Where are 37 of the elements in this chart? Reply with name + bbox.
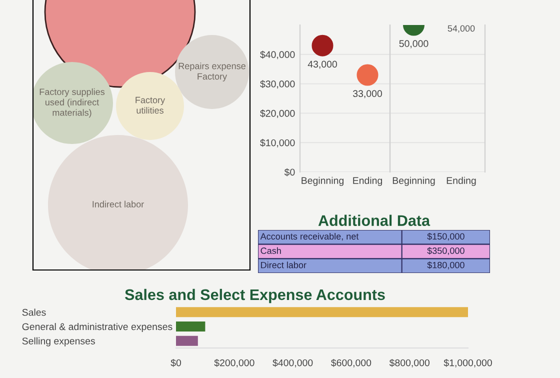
bar	[176, 321, 206, 332]
y-tick-label: Selling expenses	[22, 337, 95, 346]
y-tick-label: $40,000	[260, 50, 295, 60]
x-tick-label: $200,000	[214, 358, 254, 368]
x-tick-label: $600,000	[331, 358, 372, 368]
data-label: 33,000	[353, 90, 382, 98]
text: Accounts receivable, net	[260, 232, 359, 241]
bar	[176, 307, 468, 318]
chart-title: Sales and Select Expense Accounts	[124, 288, 385, 304]
y-tick-label: Sales	[22, 308, 46, 316]
x-tick-label: Ending	[446, 176, 476, 186]
text: $150,000	[427, 232, 464, 241]
text: Indirect labor	[92, 200, 144, 208]
x-tick-label: Beginning	[392, 176, 435, 186]
y-tick-label: $0	[284, 168, 295, 176]
y-tick-label: $30,000	[260, 80, 295, 89]
annotation: 54,000	[448, 25, 475, 33]
text: Cash	[260, 247, 281, 254]
y-tick-label: $10,000	[260, 138, 295, 148]
y-tick-label: General & administrative expenses	[22, 322, 172, 332]
data-label: 43,000	[308, 60, 337, 69]
text: Factory supplies used (indirect materials)	[40, 88, 105, 118]
text: $180,000	[427, 261, 464, 270]
data-label: 50,000	[399, 40, 428, 48]
x-tick-label: $400,000	[272, 358, 313, 368]
text: Factory utilities	[136, 96, 166, 114]
x-tick-label: Beginning	[302, 176, 344, 186]
text: Direct labor	[261, 262, 306, 268]
x-tick-label: Ending	[353, 176, 382, 186]
x-tick-label: $800,000	[389, 358, 430, 368]
x-tick-label: $0	[170, 358, 182, 367]
text: Additional Data	[318, 214, 430, 226]
y-tick-label: $20,000	[260, 110, 295, 118]
x-tick-label: $1,000,000	[444, 358, 492, 368]
text: $350,000	[427, 247, 464, 255]
text: Repairs expense Factory	[178, 62, 246, 82]
bar	[176, 336, 198, 346]
